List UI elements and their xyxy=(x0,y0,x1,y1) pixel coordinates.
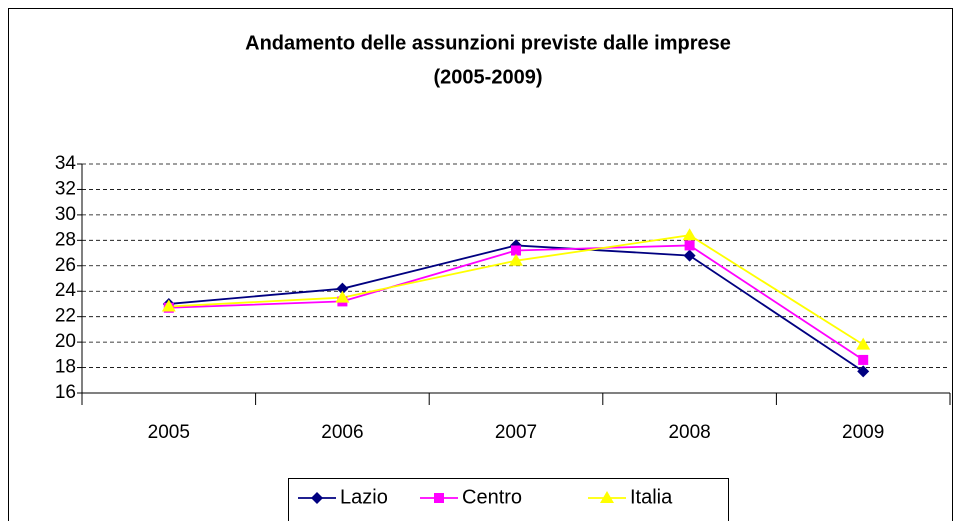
y-tick-label: 32 xyxy=(55,178,76,199)
marker xyxy=(684,240,695,251)
marker xyxy=(335,290,350,303)
marker xyxy=(161,299,176,312)
chart-subtitle: (2005-2009) xyxy=(434,66,543,88)
y-tick-label: 30 xyxy=(55,204,76,225)
marker xyxy=(682,228,697,241)
chart-title: Andamento delle assunzioni previste dall… xyxy=(245,32,731,54)
marker xyxy=(509,253,523,266)
x-tick-label: 2009 xyxy=(842,422,884,443)
marker xyxy=(858,354,869,365)
marker xyxy=(683,249,696,262)
y-tick-label: 26 xyxy=(55,255,76,276)
y-tick-label: 16 xyxy=(55,382,76,403)
marker xyxy=(311,492,323,504)
y-tick-label: 18 xyxy=(55,357,76,378)
legend-label: Italia xyxy=(630,486,673,508)
legend xyxy=(288,478,729,521)
x-tick-label: 2006 xyxy=(321,422,363,443)
y-tick-label: 34 xyxy=(55,153,77,174)
marker xyxy=(336,282,349,295)
y-tick-label: 24 xyxy=(55,280,77,301)
legend-label: Lazio xyxy=(340,486,388,508)
marker xyxy=(511,245,521,256)
y-tick-label: 28 xyxy=(55,229,76,250)
legend-label: Centro xyxy=(462,486,522,508)
x-tick-label: 2005 xyxy=(148,422,190,443)
x-tick-label: 2008 xyxy=(668,422,710,443)
chart-frame xyxy=(8,8,953,521)
marker xyxy=(434,493,444,503)
y-tick-label: 22 xyxy=(55,306,76,327)
y-tick-label: 20 xyxy=(55,331,76,352)
marker xyxy=(856,337,871,350)
x-tick-label: 2007 xyxy=(495,422,537,443)
marker xyxy=(857,365,870,378)
marker xyxy=(600,491,614,503)
